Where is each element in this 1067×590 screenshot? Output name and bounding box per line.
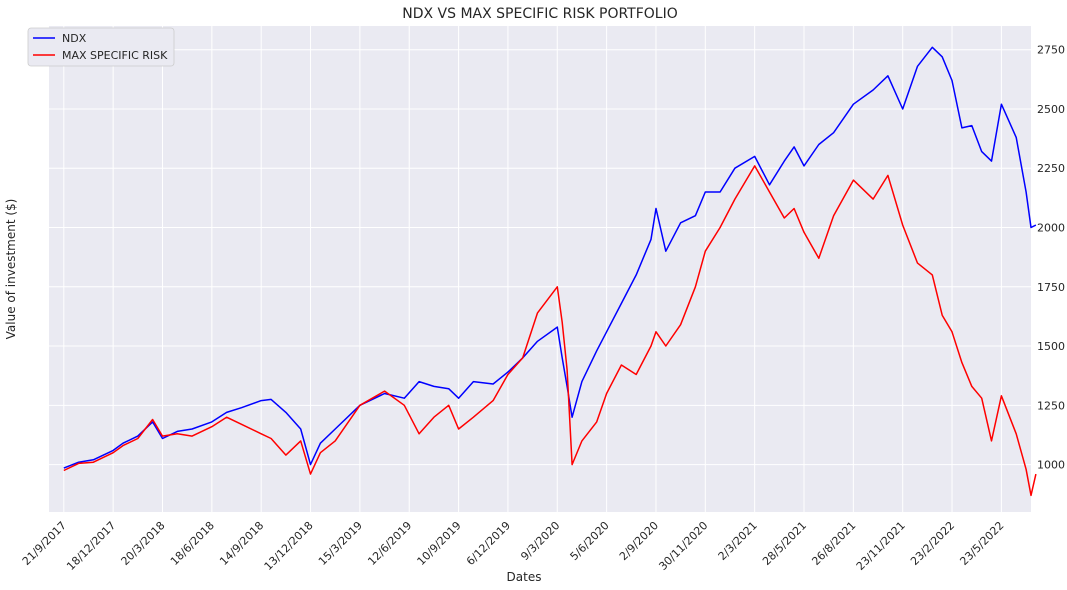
y-tick-label-1500: 1500 — [1037, 340, 1065, 353]
x-tick-label-6: 15/3/2019 — [316, 519, 365, 568]
x-tick-label-4: 14/9/2018 — [217, 519, 266, 568]
x-tick-label-14: 2/3/2021 — [716, 519, 760, 563]
y-tick-label-2500: 2500 — [1037, 103, 1065, 116]
legend: NDX MAX SPECIFIC RISK — [27, 27, 175, 67]
x-tick-label-16: 26/8/2021 — [809, 519, 858, 568]
y-axis-label: Value of investment ($) — [4, 199, 18, 340]
x-axis-label: Dates — [507, 570, 542, 584]
plot-area — [49, 26, 1031, 512]
y-tick-label-1750: 1750 — [1037, 281, 1065, 294]
y-tick-label-2000: 2000 — [1037, 222, 1065, 235]
x-tick-label-18: 23/2/2022 — [908, 519, 957, 568]
x-tick-label-17: 23/11/2021 — [854, 519, 908, 573]
x-tick-label-15: 28/5/2021 — [760, 519, 809, 568]
x-tick-label-19: 23/5/2022 — [957, 519, 1006, 568]
legend-label-ndx: NDX — [62, 32, 87, 45]
x-tick-label-13: 30/11/2020 — [656, 519, 710, 573]
y-tick-labels: 1000 1250 1500 1750 2000 2250 2500 2750 — [1037, 44, 1065, 472]
chart-title: NDX VS MAX SPECIFIC RISK PORTFOLIO — [402, 6, 678, 22]
legend-box — [27, 27, 175, 67]
y-tick-label-2250: 2250 — [1037, 162, 1065, 175]
y-tick-label-2750: 2750 — [1037, 44, 1065, 57]
x-tick-label-3: 18/6/2018 — [168, 519, 217, 568]
x-tick-label-10: 9/3/2020 — [518, 519, 562, 563]
x-tick-label-2: 20/3/2018 — [119, 519, 168, 568]
x-tick-label-1: 18/12/2017 — [64, 519, 118, 573]
x-tick-label-7: 12/6/2019 — [365, 519, 414, 568]
y-gridlines — [49, 49, 1031, 466]
x-tick-label-5: 13/12/2018 — [262, 519, 316, 573]
series-line-max-specific-risk — [63, 165, 1037, 497]
x-gridlines — [63, 26, 1002, 512]
x-tick-label-12: 2/9/2020 — [617, 519, 661, 563]
y-tick-label-1000: 1000 — [1037, 459, 1065, 472]
x-tick-label-8: 10/9/2019 — [415, 519, 464, 568]
series-layer — [63, 46, 1037, 497]
x-tick-label-0: 21/9/2017 — [20, 519, 69, 568]
x-tick-label-11: 5/6/2020 — [568, 519, 612, 563]
legend-label-max-specific-risk: MAX SPECIFIC RISK — [62, 49, 168, 62]
series-line-ndx — [63, 46, 1037, 469]
y-tick-label-1250: 1250 — [1037, 399, 1065, 412]
x-tick-label-9: 6/12/2019 — [464, 519, 513, 568]
